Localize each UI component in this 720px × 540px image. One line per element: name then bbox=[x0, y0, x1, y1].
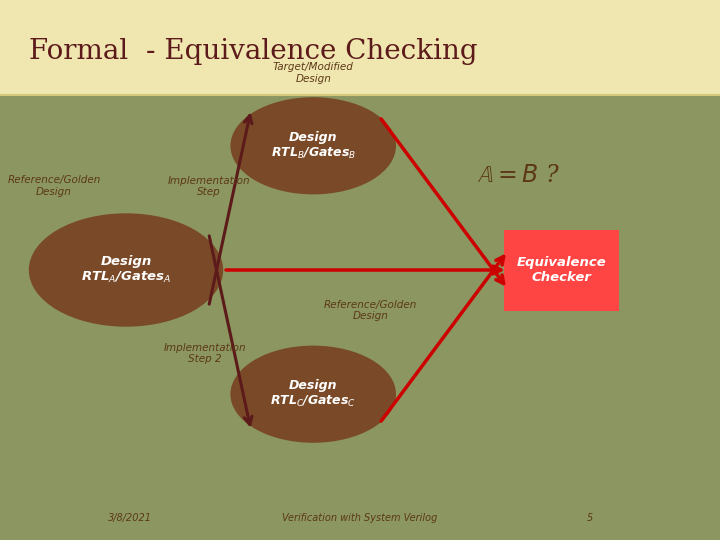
Text: Design
RTL$_B$/Gates$_B$: Design RTL$_B$/Gates$_B$ bbox=[271, 131, 356, 161]
Text: Design
RTL$_C$/Gates$_C$: Design RTL$_C$/Gates$_C$ bbox=[270, 379, 356, 409]
Text: 3/8/2021: 3/8/2021 bbox=[107, 514, 152, 523]
Text: Equivalence
Checker: Equivalence Checker bbox=[517, 256, 606, 284]
Text: $\mathbb{A}=B$ ?: $\mathbb{A}=B$ ? bbox=[477, 164, 560, 187]
Text: Design
RTL$_A$/Gates$_A$: Design RTL$_A$/Gates$_A$ bbox=[81, 255, 171, 285]
Ellipse shape bbox=[29, 213, 223, 327]
FancyBboxPatch shape bbox=[504, 230, 619, 310]
Text: Reference/Golden
Design: Reference/Golden Design bbox=[7, 176, 101, 197]
Text: Verification with System Verilog: Verification with System Verilog bbox=[282, 514, 438, 523]
Text: Reference/Golden
Design: Reference/Golden Design bbox=[324, 300, 418, 321]
Text: 5: 5 bbox=[588, 514, 593, 523]
Ellipse shape bbox=[230, 346, 396, 443]
Text: Implementation
Step 2: Implementation Step 2 bbox=[164, 343, 246, 364]
Text: Target/Modified
Design: Target/Modified Design bbox=[273, 62, 354, 84]
Bar bbox=[0, 94, 720, 540]
Bar bbox=[0, 0, 720, 94]
Text: Implementation
Step: Implementation Step bbox=[168, 176, 250, 197]
Text: Formal  - Equivalence Checking: Formal - Equivalence Checking bbox=[29, 38, 477, 65]
Ellipse shape bbox=[230, 97, 396, 194]
